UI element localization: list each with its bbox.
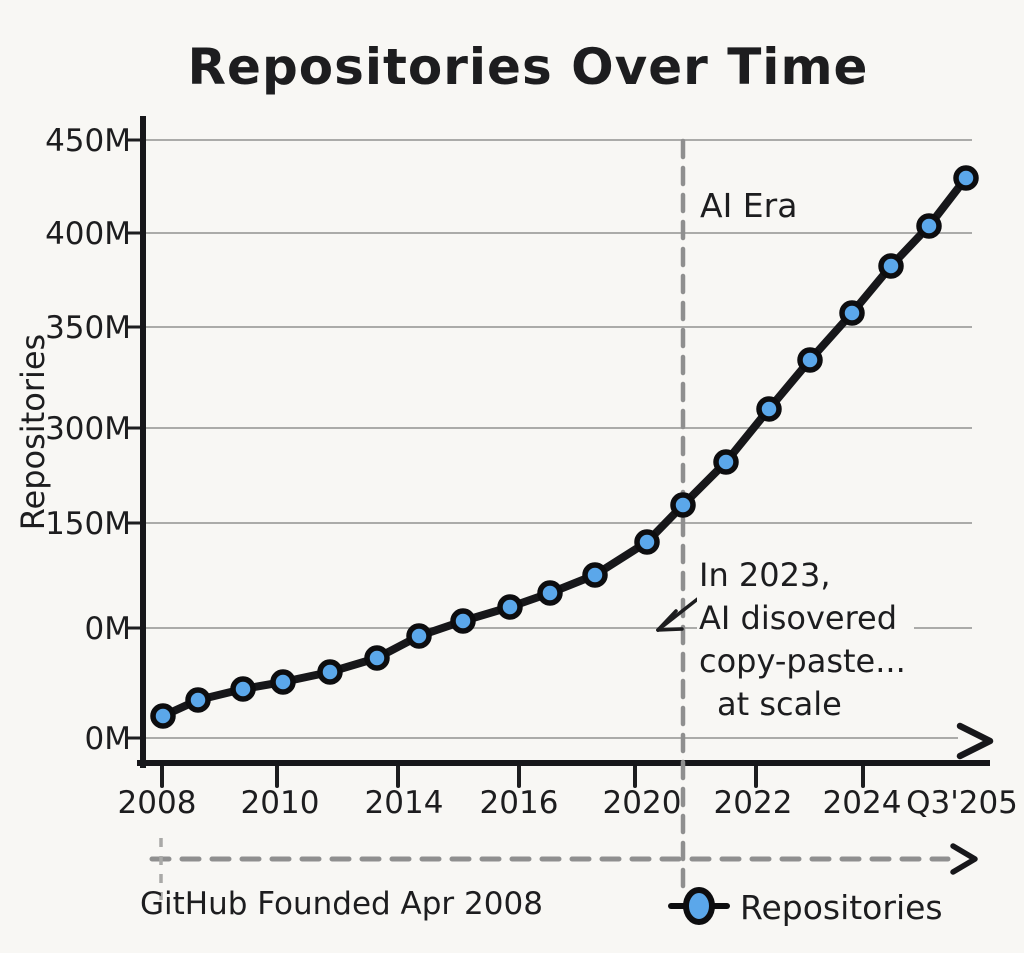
data-point-marker: [797, 347, 823, 373]
data-point-marker: [497, 594, 523, 620]
y-tick-label: 150M: [45, 506, 131, 542]
data-point-marker: [185, 687, 211, 713]
y-tick-label: 450M: [45, 123, 131, 159]
data-point-marker: [364, 645, 390, 671]
github-founded-note: GitHub Founded Apr 2008: [140, 886, 543, 922]
chart-title: Repositories Over Time: [187, 38, 869, 96]
data-point-marker: [317, 659, 343, 685]
x-tick-label: 2008: [118, 785, 197, 821]
y-tick-label: 350M: [45, 310, 131, 346]
data-point-marker: [713, 449, 739, 475]
y-tick-label: 0M: [85, 611, 131, 647]
callout-line: copy-paste...: [699, 642, 906, 680]
data-point-marker: [582, 562, 608, 588]
data-point-marker: [916, 213, 942, 239]
x-tick-label: Q3'205: [906, 785, 1018, 821]
callout-line: AI disovered: [699, 599, 898, 637]
x-tick-label: 2022: [714, 785, 793, 821]
x-tick-label: 2010: [241, 785, 320, 821]
x-axis-line: [137, 760, 990, 766]
ticks-layer: 450M 400M 350M 300M 150M 0M 0M 2008 2010 2014 2016…: [45, 123, 1018, 821]
y-tick-label: 0M: [85, 721, 131, 757]
data-point-marker: [230, 676, 256, 702]
gridlines-layer: [143, 139, 972, 739]
legend-label: Repositories: [740, 888, 943, 927]
x-tick-label: 2016: [480, 785, 559, 821]
y-axis-line: [140, 116, 146, 768]
y-tick-label: 400M: [45, 216, 131, 252]
data-point-marker: [878, 253, 904, 279]
legend-marker-icon: [668, 887, 730, 925]
data-point-marker: [450, 608, 476, 634]
data-point-marker: [670, 492, 696, 518]
ai-era-label: AI Era: [700, 186, 798, 225]
data-point-marker: [150, 703, 176, 729]
timeline-arrow-icon: [950, 843, 978, 875]
callout-line: at scale: [717, 685, 842, 723]
callout-annotation: In 2023, AI disovered copy-paste... at s…: [697, 552, 914, 728]
data-point-marker: [756, 396, 782, 422]
y-axis-title: Repositories: [14, 333, 52, 531]
data-point-marker: [270, 669, 296, 695]
callout-arrow-icon: [656, 592, 706, 632]
x-tick-label: 2014: [365, 785, 444, 821]
y-tick-label: 300M: [45, 411, 131, 447]
data-point-marker: [839, 300, 865, 326]
data-point-marker: [537, 580, 563, 606]
callout-line: In 2023,: [699, 556, 831, 594]
data-point-marker: [406, 623, 432, 649]
series-layer: [150, 165, 979, 729]
data-point-marker: [953, 165, 979, 191]
x-axis-arrow-icon: [956, 722, 994, 760]
x-tick-label: 2024: [823, 785, 902, 821]
x-tick-label: 2020: [603, 785, 682, 821]
data-point-marker: [634, 529, 660, 555]
